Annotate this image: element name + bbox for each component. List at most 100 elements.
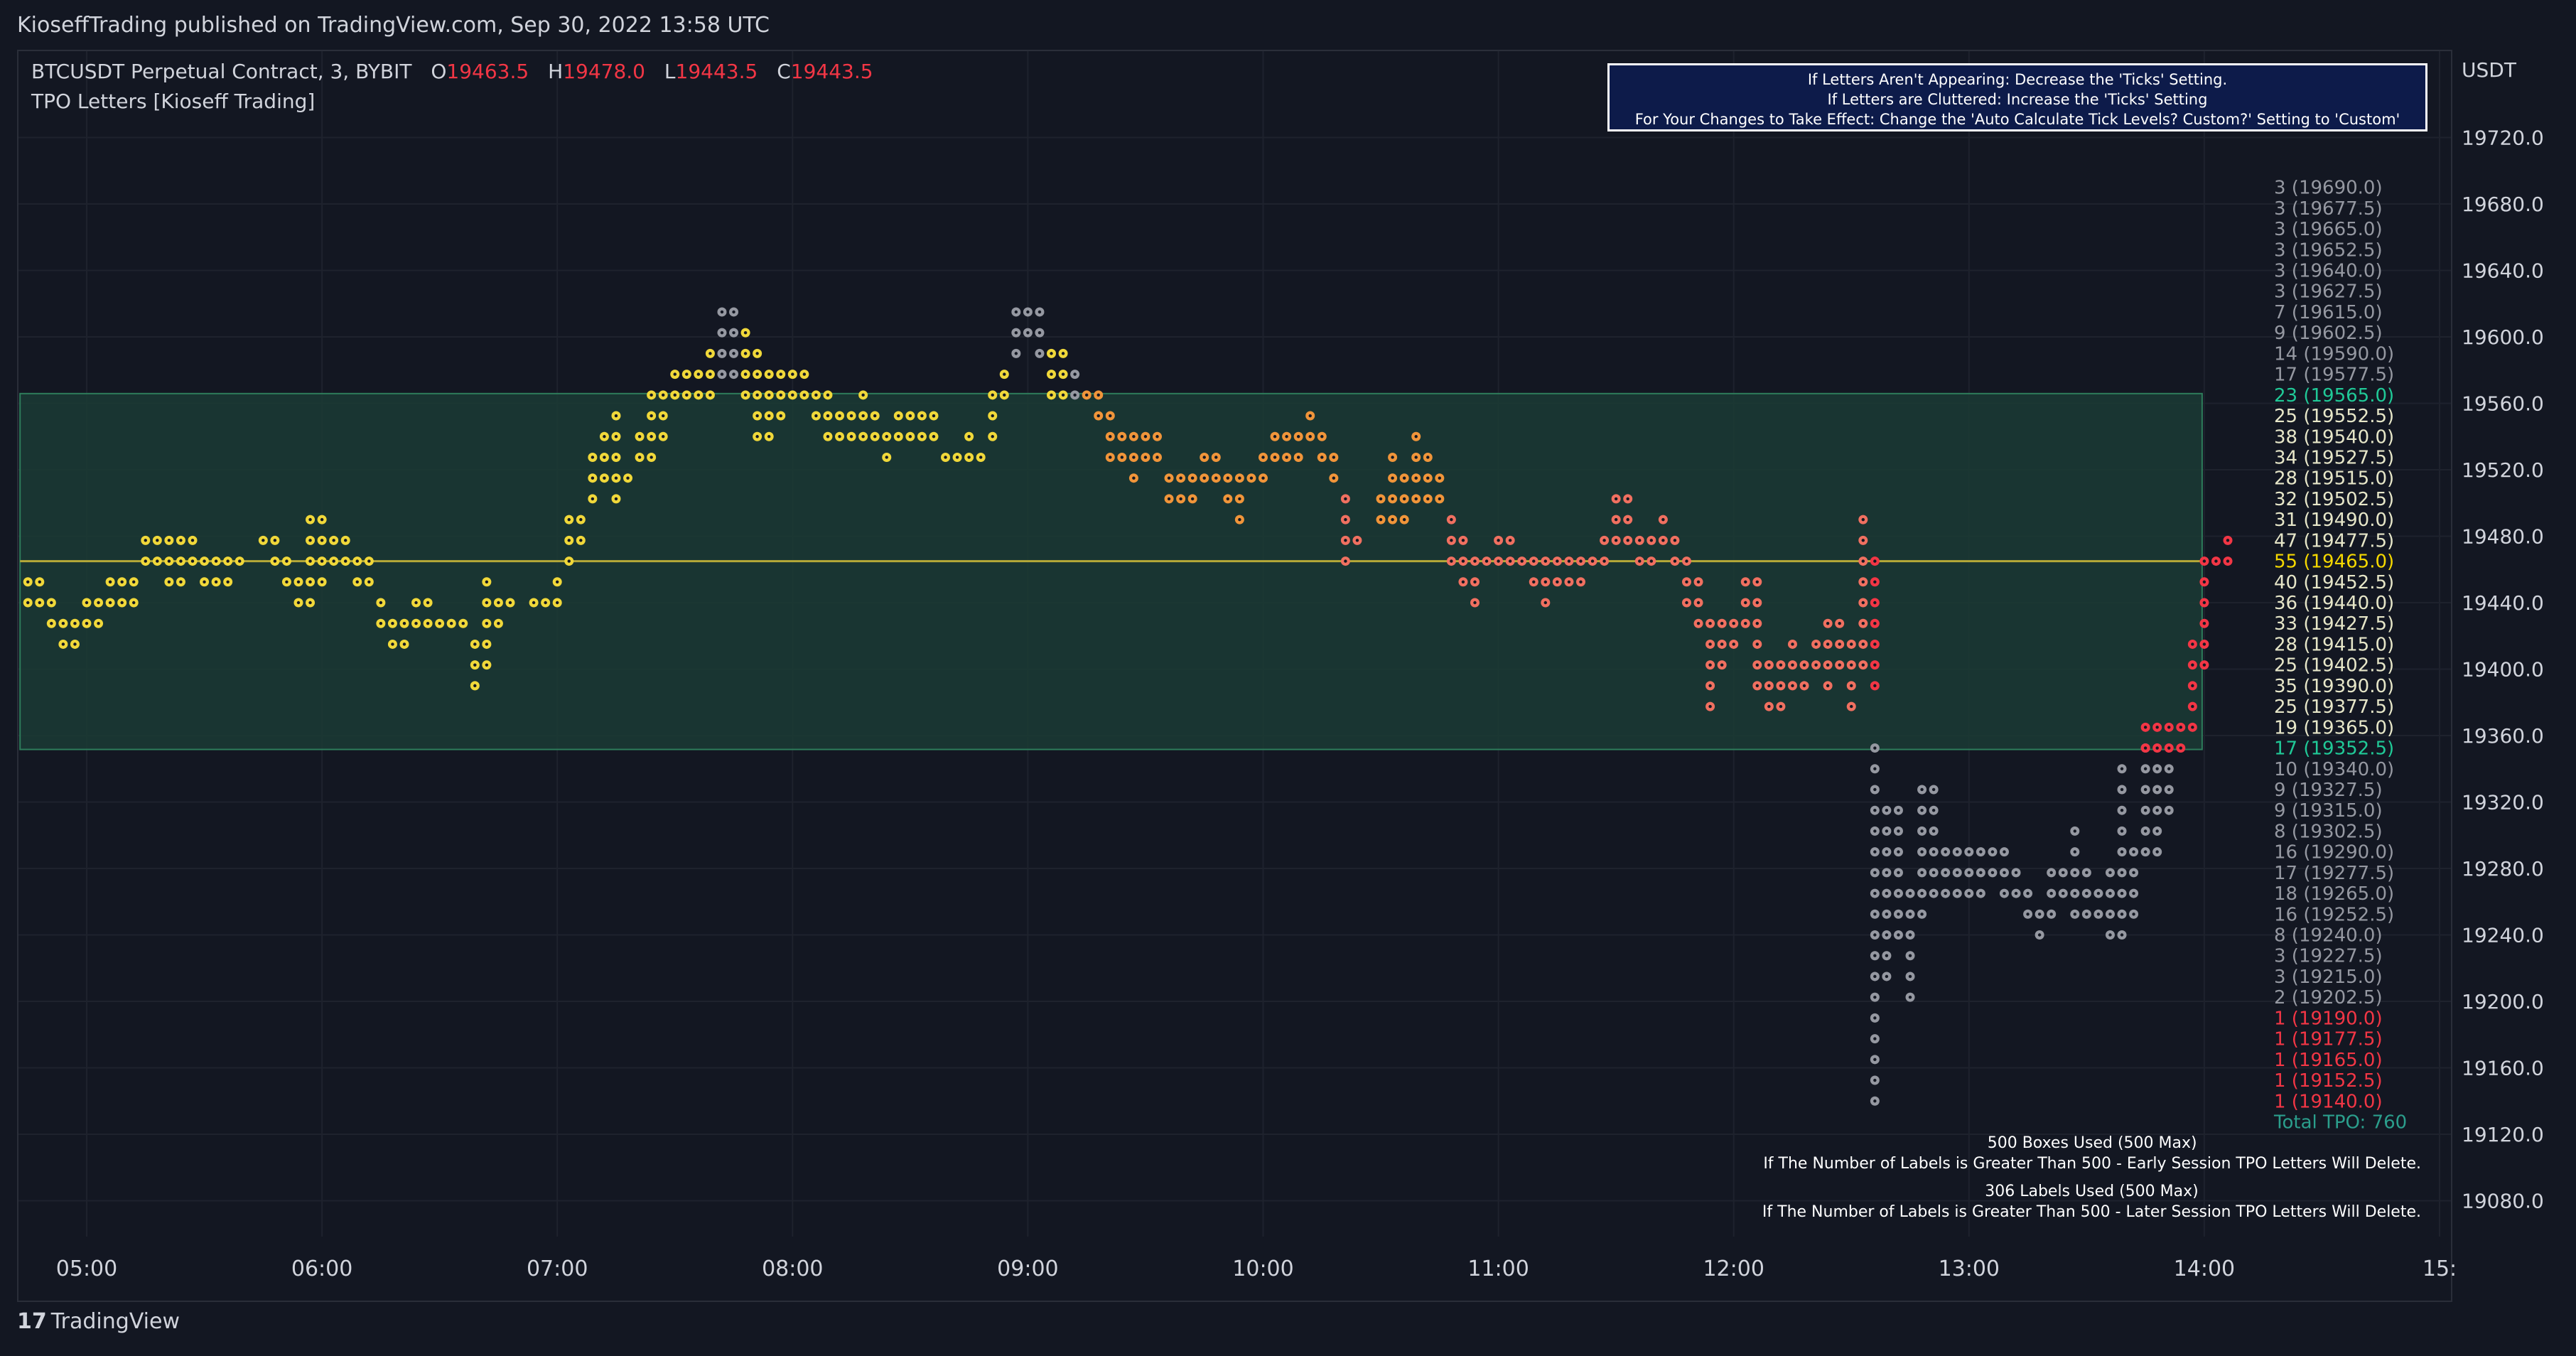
price-tick-label: 19160.0 — [2462, 1057, 2544, 1080]
tpo-letter-core — [2191, 684, 2194, 688]
tpo-letter-core — [50, 622, 53, 625]
price-axis[interactable] — [2452, 50, 2576, 1302]
tpo-letter-core — [614, 435, 618, 438]
tpo-letter-core — [1285, 435, 1288, 438]
tpo-letter-core — [97, 601, 100, 605]
tpo-letter-core — [190, 539, 195, 542]
tpo-letter-core — [1873, 684, 1877, 688]
tpo-letter-core — [426, 601, 430, 605]
tpo-profile-label: 17 (19277.5) — [2274, 863, 2394, 884]
tpo-letter-core — [1920, 850, 1924, 854]
tpo-letter-core — [414, 601, 418, 605]
time-tick-label: 13:00 — [1939, 1257, 2000, 1281]
tpo-letter-core — [1826, 642, 1830, 646]
tradingview-brand: TradingView — [50, 1309, 180, 1334]
tpo-letter-core — [1450, 559, 1453, 563]
symbol-legend[interactable]: BTCUSDT Perpetual Contract, 3, BYBIT O19… — [31, 60, 873, 83]
tpo-letter-core — [2167, 767, 2171, 770]
indicator-legend[interactable]: TPO Letters [Kioseff Trading] — [31, 90, 316, 113]
tpo-letter-core — [26, 580, 30, 583]
price-tick-label: 19320.0 — [2462, 791, 2544, 814]
tpo-letter-core — [2155, 829, 2159, 833]
tpo-letter-core — [1861, 559, 1865, 563]
tpo-letter-core — [144, 559, 147, 563]
tpo-letter-core — [2191, 704, 2194, 709]
tpo-letter-core — [1026, 310, 1030, 314]
tpo-letter-core — [1532, 580, 1536, 583]
tpo-letter-core — [1873, 974, 1877, 979]
tpo-letter-core — [591, 497, 595, 501]
tpo-letter-core — [743, 372, 748, 376]
tpo-letter-core — [1214, 476, 1218, 480]
tpo-letter-core — [1897, 913, 1900, 916]
tpo-letter-core — [2167, 726, 2171, 729]
labels-warning-text: If The Number of Labels is Greater Than … — [1762, 1203, 2421, 1221]
tpo-profile-label: 32 (19502.5) — [2274, 489, 2394, 510]
tpo-letter-core — [802, 372, 807, 376]
tpo-letter-core — [1626, 497, 1629, 501]
tpo-letter-core — [296, 601, 301, 605]
tpo-letter-core — [1732, 642, 1735, 646]
time-tick-label: 11:00 — [1467, 1257, 1529, 1281]
tpo-letter-core — [226, 580, 230, 583]
tpo-profile-label: 8 (19302.5) — [2274, 821, 2383, 842]
tpo-letter-core — [1238, 517, 1241, 522]
tpo-letter-core — [1885, 954, 1889, 957]
tpo-letter-core — [1190, 476, 1195, 480]
price-axis-ticks: 19720.0 19680.0 19640.0 19600.0 19560.0 19520… — [2462, 127, 2544, 1213]
tpo-letter-core — [1414, 435, 1418, 438]
tpo-letter-core — [1885, 891, 1889, 895]
tpo-letter-core — [661, 414, 665, 418]
tpo-letter-core — [1202, 476, 1206, 480]
tpo-letter-core — [1061, 372, 1065, 376]
tpo-letter-core — [1802, 663, 1806, 667]
tpo-letter-core — [308, 517, 312, 522]
tpo-letter-core — [1873, 1078, 1877, 1082]
tpo-letter-core — [344, 539, 347, 542]
tpo-letter-core — [1708, 622, 1712, 625]
tpo-letter-core — [650, 414, 653, 418]
tradingview-mark-icon: 17 — [17, 1309, 47, 1334]
high-label: H — [548, 60, 564, 83]
tpo-letter-core — [1885, 808, 1889, 812]
tpo-letter-core — [1426, 497, 1430, 501]
tpo-letter-core — [2143, 767, 2147, 770]
tpo-letter-core — [1096, 414, 1100, 418]
tpo-letter-core — [2120, 871, 2124, 875]
tpo-letter-core — [1073, 393, 1077, 397]
price-tick-label: 19520.0 — [2462, 458, 2544, 482]
tpo-letter-core — [2202, 642, 2206, 646]
tpo-letter-core — [73, 642, 77, 646]
tpo-letter-core — [1673, 539, 1677, 542]
tpo-letter-core — [967, 435, 971, 438]
tpo-letter-core — [1238, 497, 1241, 501]
tpo-letter-core — [2108, 891, 2112, 895]
tpo-letter-core — [755, 372, 759, 376]
tpo-letter-core — [497, 601, 500, 605]
tpo-letter-core — [1920, 808, 1924, 812]
tpo-letter-core — [1320, 456, 1324, 459]
tpo-letter-core — [2120, 787, 2124, 792]
tpo-letter-core — [108, 580, 112, 583]
tpo-letter-core — [1649, 559, 1654, 563]
tpo-profile-label: 3 (19627.5) — [2274, 281, 2383, 303]
tpo-letter-core — [1014, 310, 1018, 314]
tpo-letter-core — [461, 622, 465, 625]
price-tick-label: 19240.0 — [2462, 924, 2544, 947]
tpo-profile-label: 10 (19340.0) — [2274, 759, 2394, 780]
tpo-letter-core — [1155, 456, 1159, 459]
tpo-letter-core — [1990, 850, 1995, 854]
info-box: If Letters Aren't Appearing: Decrease th… — [1607, 63, 2427, 131]
tpo-letter-core — [826, 435, 830, 438]
tpo-letter-core — [1873, 1058, 1877, 1062]
boxes-note: 500 Boxes Used (500 Max) If The Number o… — [1763, 1133, 2421, 1174]
time-axis-ticks: 05:00 06:00 07:00 08:00 09:00 10:00 11:00 12:00… — [56, 1257, 2457, 1281]
tradingview-logo[interactable]: 17 TradingView — [17, 1309, 180, 1334]
tpo-letter-core — [1414, 497, 1418, 501]
tpo-letter-core — [1461, 559, 1465, 563]
tpo-letter-core — [1850, 704, 1853, 709]
tpo-letter-core — [838, 414, 841, 418]
tpo-letter-core — [1850, 642, 1853, 646]
tpo-letter-core — [2096, 913, 2101, 916]
tpo-letter-core — [320, 580, 324, 583]
